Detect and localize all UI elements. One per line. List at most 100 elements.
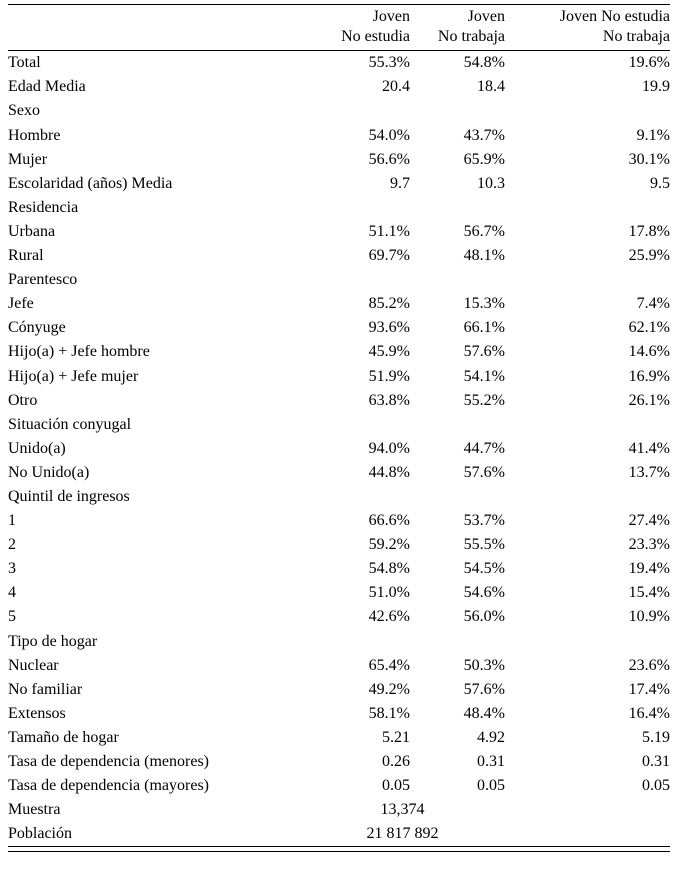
section-label: Sexo: [8, 102, 40, 120]
row-value: 55.2%: [463, 391, 505, 409]
row-label: Muestra: [8, 801, 61, 819]
section-row: Parentesco: [8, 268, 670, 292]
table-row: 4 51.0% 54.6% 15.4%: [8, 581, 670, 605]
table-row: Tamaño de hogar 5.21 4.92 5.19: [8, 726, 670, 750]
table-row: Cónyuge 93.6% 66.1% 62.1%: [8, 316, 670, 340]
row-value: 19.4%: [628, 560, 670, 578]
row-value: 56.6%: [368, 150, 410, 168]
row-value: 41.4%: [628, 439, 670, 457]
row-value: 0.05: [642, 777, 670, 795]
row-value: 56.7%: [463, 222, 505, 240]
row-value: 59.2%: [368, 536, 410, 554]
table-row: Unido(a) 94.0% 44.7% 41.4%: [8, 437, 670, 461]
row-value: 54.8%: [368, 560, 410, 578]
row-value: 30.1%: [628, 150, 670, 168]
row-empty-cell: [410, 268, 505, 292]
row-value: 43.7%: [463, 126, 505, 144]
row-value: 53.7%: [463, 512, 505, 530]
row-value: 54.8%: [463, 54, 505, 72]
row-empty-cell: [505, 629, 670, 653]
section-label: Residencia: [8, 198, 79, 216]
row-value: 66.6%: [368, 512, 410, 530]
row-label: Jefe: [8, 295, 34, 313]
table-row: No familiar 49.2% 57.6% 17.4%: [8, 677, 670, 701]
row-value: 66.1%: [463, 319, 505, 337]
row-empty-cell: [300, 99, 410, 123]
row-value: 45.9%: [368, 343, 410, 361]
row-value: 54.1%: [463, 367, 505, 385]
row-value: 10.3: [477, 174, 505, 192]
row-value: 7.4%: [636, 295, 670, 313]
row-span-value: 21 817 892: [300, 822, 505, 848]
table-row: Hijo(a) + Jefe mujer 51.9% 54.1% 16.9%: [8, 364, 670, 388]
row-value: 69.7%: [368, 247, 410, 265]
column-header: Joven No estudia: [300, 4, 410, 51]
row-empty-cell: [410, 99, 505, 123]
column-header-line1: Joven: [372, 8, 410, 25]
row-value: 54.5%: [463, 560, 505, 578]
row-value: 85.2%: [368, 295, 410, 313]
row-value: 0.31: [477, 753, 505, 771]
column-header: Joven No trabaja: [410, 4, 505, 51]
statistics-table: Joven No estudia Joven No trabaja Joven No e…: [8, 4, 670, 848]
row-label: Mujer: [8, 150, 48, 168]
row-value: 44.7%: [463, 439, 505, 457]
row-value: 19.9: [642, 78, 670, 96]
row-empty-cell: [505, 268, 670, 292]
row-empty-cell: [410, 412, 505, 436]
column-header-line2: No trabaja: [437, 28, 505, 45]
row-value: 57.6%: [463, 343, 505, 361]
header-row: Joven No estudia Joven No trabaja Joven No e…: [8, 4, 670, 51]
row-value: 4.92: [477, 728, 505, 746]
table-row: Jefe 85.2% 15.3% 7.4%: [8, 292, 670, 316]
row-value: 9.7: [390, 174, 410, 192]
section-label: Situación conyugal: [8, 415, 132, 433]
row-value: 58.1%: [368, 704, 410, 722]
row-label: Tamaño de hogar: [8, 728, 119, 746]
row-value: 10.9%: [628, 608, 670, 626]
row-empty-cell: [300, 485, 410, 509]
row-value: 14.6%: [628, 343, 670, 361]
table-row: Nuclear 65.4% 50.3% 23.6%: [8, 653, 670, 677]
row-value: 23.3%: [628, 536, 670, 554]
section-label: Parentesco: [8, 271, 78, 289]
row-value: 48.4%: [463, 704, 505, 722]
row-value: 57.6%: [463, 463, 505, 481]
section-row: Tipo de hogar: [8, 629, 670, 653]
table-row: Población 21 817 892: [8, 822, 670, 848]
table-row: Extensos 58.1% 48.4% 16.4%: [8, 702, 670, 726]
header-spacer-cell: [8, 4, 300, 51]
table-row: No Unido(a) 44.8% 57.6% 13.7%: [8, 461, 670, 485]
table-row: 5 42.6% 56.0% 10.9%: [8, 605, 670, 629]
row-value: 25.9%: [628, 247, 670, 265]
row-value: 9.1%: [636, 126, 670, 144]
table-row: Mujer 56.6% 65.9% 30.1%: [8, 147, 670, 171]
row-value: 0.26: [382, 753, 410, 771]
table-row: 2 59.2% 55.5% 23.3%: [8, 533, 670, 557]
row-label: Población: [8, 822, 300, 848]
row-value: 15.3%: [463, 295, 505, 313]
section-label: Quintil de ingresos: [8, 487, 130, 505]
row-span-value: 13,374: [380, 801, 425, 819]
row-value: 27.4%: [628, 512, 670, 530]
row-label: No familiar: [8, 680, 83, 698]
row-label: Hombre: [8, 126, 61, 144]
row-label: 1: [8, 512, 16, 530]
row-label: Unido(a): [8, 439, 66, 457]
table-row: Urbana 51.1% 56.7% 17.8%: [8, 220, 670, 244]
section-row: Sexo: [8, 99, 670, 123]
column-header-line1: Joven No estudia: [559, 8, 670, 25]
row-label: Tasa de dependencia (menores): [8, 753, 209, 771]
row-empty-cell: [300, 268, 410, 292]
row-label: 5: [8, 608, 16, 626]
row-value: 94.0%: [368, 439, 410, 457]
row-value: 17.8%: [628, 222, 670, 240]
row-value: 51.0%: [368, 584, 410, 602]
column-header-line2: No trabaja: [602, 28, 670, 45]
table-row: Escolaridad (años) Media 9.7 10.3 9.5: [8, 171, 670, 195]
row-label: Hijo(a) + Jefe mujer: [8, 367, 139, 385]
row-value: 26.1%: [628, 391, 670, 409]
row-value: 42.6%: [368, 608, 410, 626]
table-row: Rural 69.7% 48.1% 25.9%: [8, 244, 670, 268]
row-label: Cónyuge: [8, 319, 66, 337]
